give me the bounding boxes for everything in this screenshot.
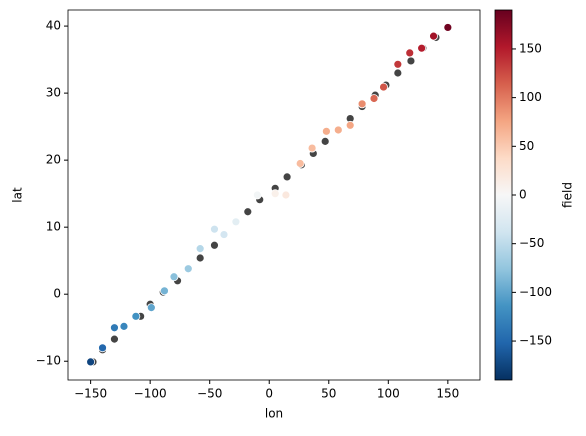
scatter-point <box>169 272 179 282</box>
scatter-point <box>146 303 156 313</box>
x-tick-label: 0 <box>265 387 273 401</box>
x-axis-label: lon <box>265 407 283 421</box>
scatter-point <box>131 311 141 321</box>
scatter-point <box>320 136 330 146</box>
scatter-point <box>406 56 416 66</box>
scatter-point <box>379 82 388 92</box>
y-tick-label: 20 <box>46 153 61 167</box>
scatter-point <box>345 120 355 130</box>
plot-frame <box>67 9 481 381</box>
colorbar-tick-label: −50 <box>519 236 544 250</box>
scatter-point <box>119 321 129 331</box>
scatter-point <box>195 253 205 263</box>
y-tick-label: 30 <box>46 86 61 100</box>
colorbar-tick-label: −100 <box>519 285 552 299</box>
scatter-point <box>270 189 280 199</box>
scatter-point <box>282 172 292 182</box>
scatter-point <box>243 207 253 217</box>
y-tick-label: 40 <box>46 19 61 33</box>
x-tick-label: 100 <box>377 387 400 401</box>
colorbar <box>494 9 513 381</box>
scatter-point <box>369 94 379 103</box>
scatter-point <box>183 264 193 274</box>
x-tick-label: 150 <box>436 387 459 401</box>
x-tick-label: 50 <box>321 387 336 401</box>
y-tick-label: 10 <box>46 220 61 234</box>
scatter-point <box>393 68 403 78</box>
scatter-point <box>98 343 107 353</box>
scatter-point <box>417 43 427 53</box>
y-tick-label: −10 <box>36 354 61 368</box>
y-axis-label: lat <box>11 187 25 203</box>
scatter-point <box>405 48 415 58</box>
scatter-point <box>219 230 229 239</box>
y-tick-label: 0 <box>53 287 61 301</box>
scatter-point <box>321 126 331 136</box>
scatter-point <box>195 244 205 254</box>
scatter-point <box>393 59 403 69</box>
scatter-point <box>307 143 317 153</box>
colorbar-tick-label: 150 <box>519 41 542 55</box>
scatter-point <box>429 31 438 41</box>
scatter-point <box>210 224 219 234</box>
scatter-point <box>252 190 262 200</box>
colorbar-label: field <box>561 182 575 208</box>
scatter-point <box>443 23 453 32</box>
x-tick-label: −100 <box>134 387 167 401</box>
scatter-point <box>110 323 119 333</box>
scatter-point <box>295 159 305 168</box>
colorbar-tick-label: 0 <box>519 188 527 202</box>
scatter-point <box>281 190 291 200</box>
scatter-point <box>231 217 241 227</box>
colorbar-tick-label: 100 <box>519 90 542 104</box>
colorbar-tick-label: −150 <box>519 334 552 348</box>
x-tick-label: −150 <box>74 387 107 401</box>
scatter-point <box>160 286 169 296</box>
scatter-point <box>333 125 343 135</box>
scatter-point <box>357 99 367 109</box>
colorbar-tick-label: 50 <box>519 139 534 153</box>
scatter-point <box>86 357 96 367</box>
scatter-point <box>110 334 119 344</box>
x-tick-label: −50 <box>197 387 222 401</box>
scatter-point <box>210 240 219 250</box>
